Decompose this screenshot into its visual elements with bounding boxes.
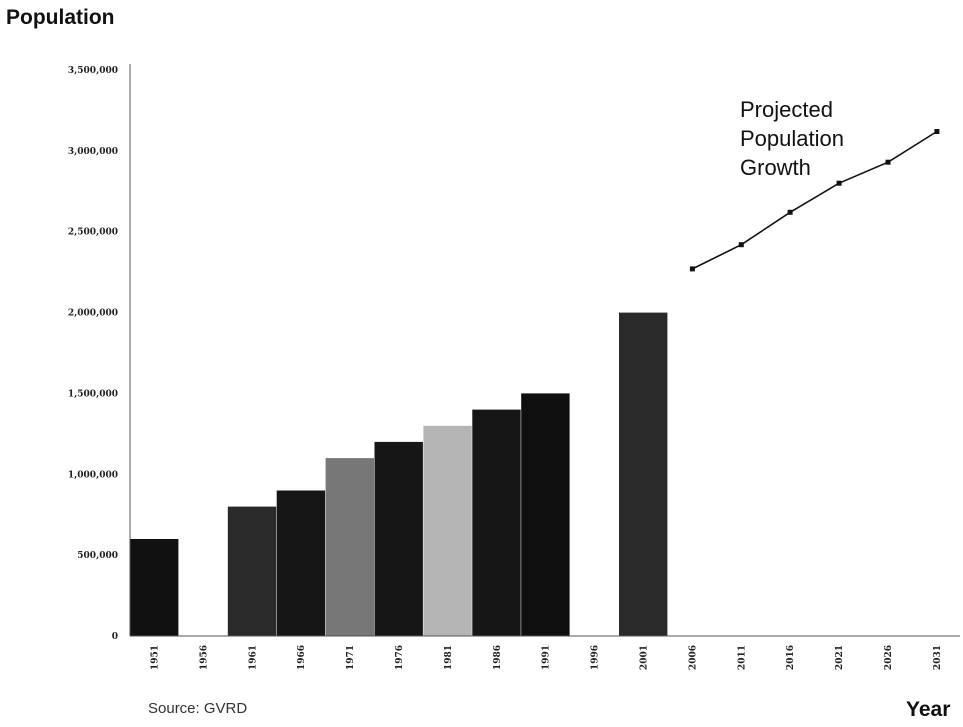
y-tick-label: 2,000,000 [68,309,118,319]
y-tick-label: 0 [112,632,118,642]
x-tick-label-1981: 1981 [444,645,454,670]
y-tick-label: 3,500,000 [68,66,118,76]
bar-1991 [521,393,570,636]
x-tick-label-1961: 1961 [248,645,258,670]
x-tick-label-2021: 2021 [835,645,845,670]
annotation-line-1: Projected [740,97,833,122]
projection-point-2011 [738,242,744,248]
bar-1971 [325,458,374,636]
projection-point-2006 [689,266,695,272]
y-tick-label: 3,000,000 [68,147,118,157]
x-tick-label-1991: 1991 [542,645,552,670]
x-tick-label-1951: 1951 [150,645,160,670]
y-tick-label: 1,500,000 [68,389,118,399]
y-axis-title: Population [6,6,115,29]
y-tick-label: 1,000,000 [68,470,118,480]
bar-1951 [130,539,179,636]
projection-point-2021 [836,180,842,186]
x-tick-label-2031: 2031 [933,645,943,670]
bar-1961 [227,506,277,636]
y-tick-label: 2,500,000 [68,228,118,238]
source-note: Source: GVRD [148,700,248,717]
projection-annotation: Projected Population Growth [740,95,844,182]
x-tick-label-1986: 1986 [493,645,503,670]
x-tick-label-1966: 1966 [297,645,307,670]
bar-1981 [423,425,472,636]
x-tick-label-1956: 1956 [199,645,209,670]
projection-line [692,130,938,270]
projection-point-2016 [787,209,793,215]
x-tick-label-1996: 1996 [591,645,601,670]
annotation-line-2: Population [740,126,844,151]
projection-point-2026 [885,159,891,165]
x-tick-label-2001: 2001 [640,645,650,670]
annotation-line-3: Growth [740,155,811,180]
x-axis-title: Year [906,698,951,721]
bar-1966 [276,490,326,636]
bar-2001 [619,312,668,636]
x-tick-label-2011: 2011 [737,645,747,670]
x-tick-label-1976: 1976 [395,645,405,670]
bar-1986 [472,409,521,636]
y-tick-label: 500,000 [77,551,118,561]
projection-point-2031 [934,129,940,134]
x-tick-label-1971: 1971 [346,645,356,670]
bar-1976 [374,441,423,636]
x-tick-label-2016: 2016 [786,645,796,670]
x-tick-label-2026: 2026 [884,645,894,670]
x-tick-label-2006: 2006 [688,645,698,670]
